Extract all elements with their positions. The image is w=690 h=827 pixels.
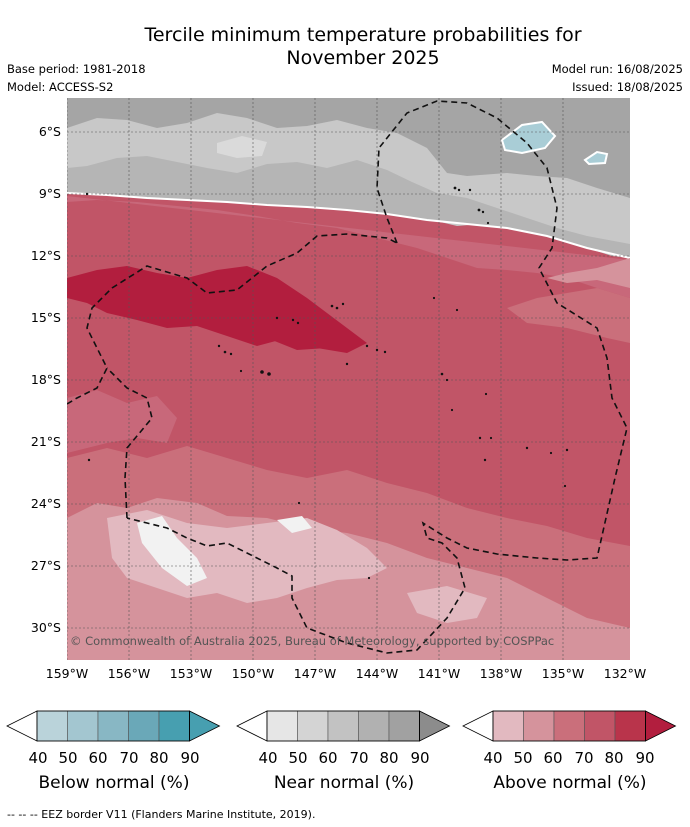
legend-tick: 60	[318, 749, 338, 767]
colorbar-segment	[297, 710, 329, 742]
region-below-normal-1	[500, 120, 557, 155]
colorbar-segment	[358, 710, 390, 742]
lon-label: 156°W	[107, 666, 151, 681]
colorbar-segment	[327, 710, 359, 742]
lat-label: 6°S	[38, 124, 61, 139]
colorbar-segment	[645, 710, 677, 742]
title-line-1: Tercile minimum temperature probabilitie…	[144, 24, 582, 46]
lon-label: 135°W	[541, 666, 585, 681]
colorbar-segment	[523, 710, 555, 742]
legend-tick: 90	[635, 749, 655, 767]
map-canvas	[67, 98, 630, 660]
colorbar-segment	[67, 710, 99, 742]
lat-label: 27°S	[30, 558, 61, 573]
legend-tick: 40	[483, 749, 503, 767]
colorbar-segment	[266, 710, 298, 742]
legend-title: Near normal (%)	[273, 773, 415, 793]
legend-tick: 40	[258, 749, 278, 767]
legend-tick: 90	[180, 749, 200, 767]
colorbar-below	[6, 710, 221, 742]
lon-label: 132°W	[603, 666, 647, 681]
eez-note: -- -- -- EEZ border V11 (Flanders Marine…	[7, 808, 316, 821]
legend-tick: 50	[58, 749, 78, 767]
region-below-normal-2	[583, 150, 609, 166]
lat-label: 18°S	[30, 372, 61, 387]
legend-tick: 70	[349, 749, 369, 767]
colorbar-segment	[236, 710, 268, 742]
colorbar-segment	[97, 710, 129, 742]
legend-tick: 40	[28, 749, 48, 767]
copyright-notice: © Commonwealth of Australia 2025, Bureau…	[70, 634, 555, 648]
legend-tick: 60	[543, 749, 563, 767]
lat-label: 30°S	[30, 620, 61, 635]
region-near-normal-dark	[67, 98, 630, 198]
lon-label: 141°W	[417, 666, 461, 681]
colorbar-border	[36, 710, 190, 742]
lat-label: 12°S	[30, 248, 61, 263]
colorbar-segment	[189, 710, 221, 742]
colorbar-segment	[158, 710, 190, 742]
legend-tick: 50	[288, 749, 308, 767]
region-near-normal-light	[67, 156, 630, 258]
lon-label: 138°W	[479, 666, 523, 681]
lon-label: 144°W	[355, 666, 399, 681]
colorbar-segment	[553, 710, 585, 742]
legend-tick: 80	[149, 749, 169, 767]
lon-label: 150°W	[231, 666, 275, 681]
islands	[85, 186, 569, 580]
colorbar-segment	[128, 710, 160, 742]
legend-tick: 70	[119, 749, 139, 767]
lat-label: 24°S	[30, 496, 61, 511]
boundary-line	[67, 192, 630, 259]
region-near-white-2	[277, 516, 312, 533]
colorbar-segment	[6, 710, 38, 742]
region-above-50-east	[547, 258, 630, 288]
colorbar-segment	[419, 710, 451, 742]
region-above-60-east	[507, 288, 630, 343]
graticule	[67, 98, 630, 660]
legend-tick: 70	[574, 749, 594, 767]
legend-tick: 90	[410, 749, 430, 767]
lon-label: 153°W	[169, 666, 213, 681]
legend-tick: 80	[379, 749, 399, 767]
legend-title: Above normal (%)	[493, 773, 647, 793]
meta-left: Base period: 1981-2018 Model: ACCESS-S2	[7, 60, 146, 96]
legend-tick: 60	[88, 749, 108, 767]
colorbar-segment	[462, 710, 494, 742]
legend-tick: 50	[513, 749, 533, 767]
eez-borders	[67, 100, 628, 654]
lat-label: 15°S	[30, 310, 61, 325]
region-above-40-south-b	[407, 586, 487, 623]
region-near-white-1	[137, 516, 207, 586]
base-period: Base period: 1981-2018	[7, 62, 146, 76]
lat-label: 21°S	[30, 434, 61, 449]
model-run: Model run: 16/08/2025	[551, 62, 683, 76]
colorbar-above	[462, 710, 677, 742]
issued-date: Issued: 18/08/2025	[572, 80, 683, 94]
model-name: Model: ACCESS-S2	[7, 80, 114, 94]
colorbar-segment	[614, 710, 646, 742]
region-near-normal-light2	[217, 136, 267, 158]
chart-title: Tercile minimum temperature probabilitie…	[0, 24, 690, 70]
colorbar-border	[492, 710, 646, 742]
legend-tick: 80	[604, 749, 624, 767]
probability-map	[67, 98, 630, 660]
meta-right: Model run: 16/08/2025 Issued: 18/08/2025	[552, 60, 683, 96]
colorbar-border	[266, 710, 420, 742]
colorbar-segment	[388, 710, 420, 742]
colorbar-segment	[584, 710, 616, 742]
lat-label: 9°S	[38, 186, 61, 201]
lon-label: 147°W	[293, 666, 337, 681]
title-line-2: November 2025	[286, 47, 440, 69]
colorbar-segment	[36, 710, 68, 742]
colorbar-near	[236, 710, 451, 742]
lon-label: 159°W	[45, 666, 89, 681]
colorbar-segment	[492, 710, 524, 742]
legend-title: Below normal (%)	[38, 773, 190, 793]
region-above-90-b	[267, 318, 337, 350]
